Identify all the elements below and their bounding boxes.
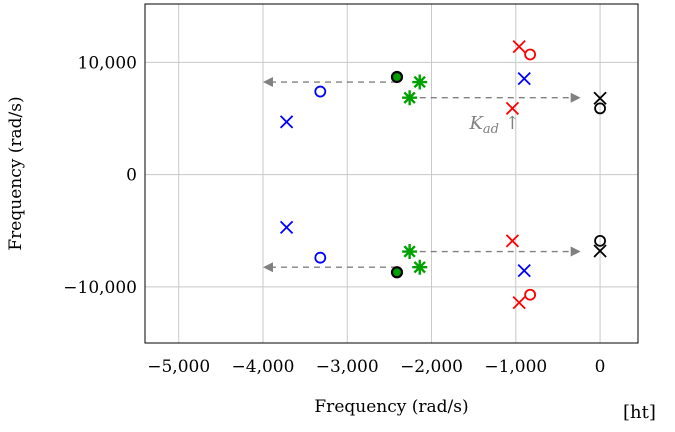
trailing-text: [ht]	[623, 402, 656, 423]
x-tick-label: −1,000	[484, 357, 547, 377]
arrow-layer	[262, 77, 581, 273]
x-marker	[512, 40, 526, 54]
y-tick-labels: −10,000 0 10,000	[63, 53, 137, 298]
o-marker	[314, 251, 327, 264]
x-marker	[512, 295, 526, 310]
arrow-head	[570, 246, 581, 257]
o-marker	[594, 234, 606, 247]
y-tick-label: 10,000	[78, 53, 137, 73]
x-tick-label: −3,000	[316, 357, 379, 377]
arrow-head	[570, 92, 581, 103]
y-tick-label: 0	[126, 166, 137, 186]
plot-frame	[144, 3, 639, 344]
asterisk-marker	[402, 90, 418, 106]
o-marker	[524, 288, 537, 301]
x-tick-label: −2,000	[400, 357, 463, 377]
x-marker	[279, 220, 294, 235]
y-tick-label: −10,000	[63, 278, 137, 298]
o-marker	[594, 102, 606, 115]
x-marker	[517, 263, 531, 278]
marker-layer	[279, 40, 607, 310]
x-marker	[517, 72, 531, 86]
x-tick-labels: −5,000 −4,000 −3,000 −2,000 −1,000 0	[147, 357, 605, 377]
arrow-head	[262, 262, 273, 273]
x-marker	[279, 115, 294, 129]
asterisk-marker	[402, 244, 418, 260]
annotation-kad: Kad ↑	[468, 113, 519, 137]
x-axis-label: Frequency (rad/s)	[314, 397, 468, 417]
x-tick-label: 0	[595, 357, 606, 377]
x-marker	[505, 101, 520, 116]
asterisk-marker	[412, 74, 428, 90]
x-marker	[593, 244, 607, 258]
filled-o-marker	[390, 266, 404, 279]
y-axis-label: Frequency (rad/s)	[6, 96, 26, 250]
asterisk-marker	[412, 259, 428, 275]
x-marker	[593, 91, 607, 105]
filled-o-marker	[390, 70, 404, 84]
x-marker	[505, 234, 520, 248]
arrow-head	[262, 77, 273, 88]
o-marker	[314, 85, 327, 98]
o-marker	[524, 48, 537, 61]
x-tick-label: −5,000	[147, 357, 210, 377]
grid-lines	[145, 4, 638, 343]
x-tick-label: −4,000	[232, 357, 295, 377]
